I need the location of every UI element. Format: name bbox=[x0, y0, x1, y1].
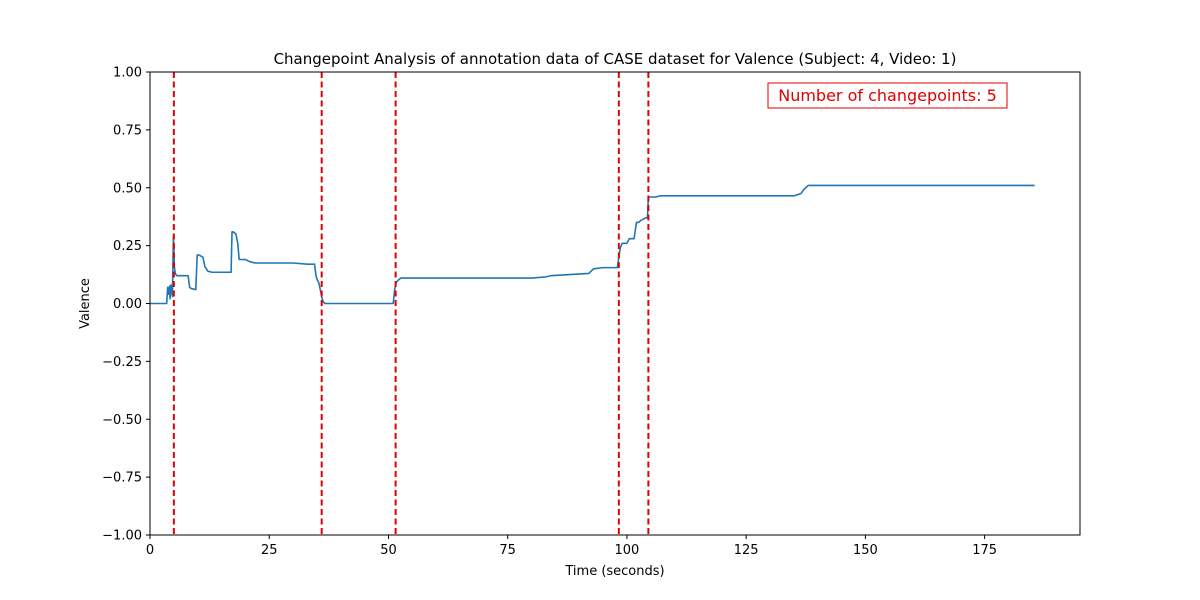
chart-title: Changepoint Analysis of annotation data … bbox=[274, 50, 957, 68]
y-tick-label: 0.00 bbox=[113, 297, 142, 312]
series-line-0 bbox=[150, 184, 1035, 305]
plot-frame bbox=[149, 71, 1081, 536]
plot-area bbox=[149, 71, 1081, 536]
y-tick-label: −0.50 bbox=[102, 413, 142, 428]
y-tick-label: 1.00 bbox=[113, 66, 142, 81]
x-tick-label: 150 bbox=[853, 543, 878, 558]
x-tick-label: 125 bbox=[734, 543, 759, 558]
y-tick-label: 0.75 bbox=[113, 123, 142, 138]
changepoint-count-annotation: Number of changepoints: 5 bbox=[767, 82, 1008, 109]
x-tick-label: 100 bbox=[615, 543, 640, 558]
series-layer bbox=[150, 184, 1035, 305]
x-axis: 0 25 50 75 100 125 150 175 bbox=[146, 535, 997, 558]
x-tick-label: 25 bbox=[261, 543, 278, 558]
annotation-text: Number of changepoints: 5 bbox=[778, 86, 997, 105]
annotation-box bbox=[767, 82, 1008, 109]
y-axis-label: Valence bbox=[78, 278, 93, 329]
y-tick-label: 0.25 bbox=[113, 239, 142, 254]
x-tick-label: 0 bbox=[146, 543, 154, 558]
y-tick-label: −0.25 bbox=[102, 355, 142, 370]
y-tick-label: −0.75 bbox=[102, 471, 142, 486]
changepoint-layer bbox=[172, 72, 650, 535]
y-tick-label: −1.00 bbox=[102, 529, 142, 544]
x-tick-label: 175 bbox=[972, 543, 997, 558]
y-axis: −1.00 −0.75 −0.50 −0.25 0.00 0.25 0.50 0.75 1.00 bbox=[102, 66, 150, 544]
x-axis-label: Time (seconds) bbox=[564, 564, 664, 579]
x-tick-label: 50 bbox=[380, 543, 397, 558]
y-tick-label: 0.50 bbox=[113, 181, 142, 196]
x-tick-label: 75 bbox=[499, 543, 516, 558]
